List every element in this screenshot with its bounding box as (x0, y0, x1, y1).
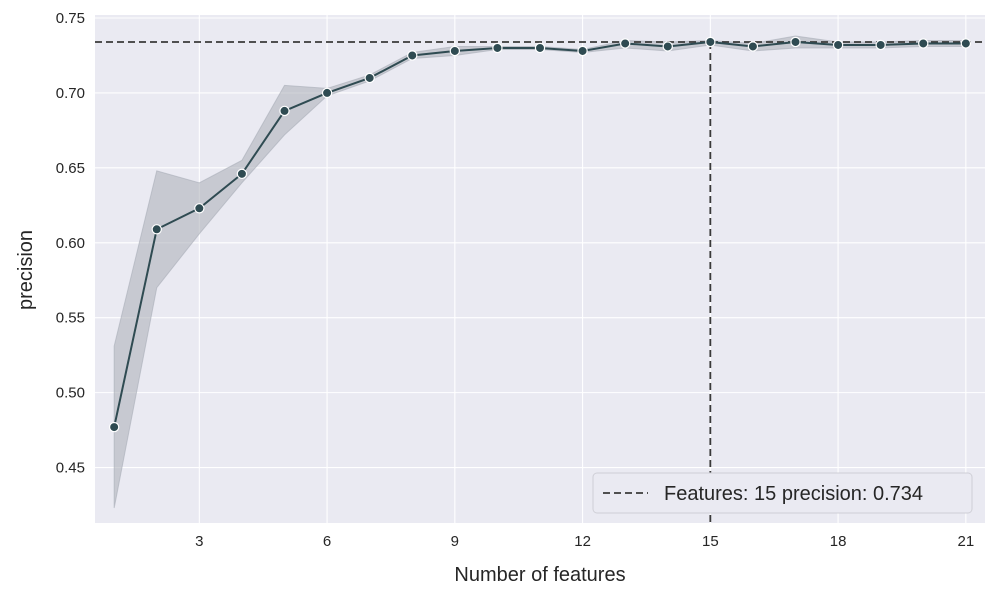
data-point (534, 42, 546, 54)
data-point (790, 36, 801, 48)
legend-box (592, 472, 973, 514)
data-point (236, 168, 248, 180)
data-point (321, 87, 333, 99)
data-point (108, 421, 120, 433)
data-point (662, 41, 673, 52)
data-point (577, 45, 588, 57)
x-tick-label: 12 (574, 533, 591, 550)
legend-label: Features: 15 precision: 0.734 (664, 483, 923, 505)
data-point (832, 39, 844, 51)
x-axis-label: Number of features (454, 564, 625, 586)
data-point (279, 105, 290, 117)
x-tick-label: 6 (323, 533, 331, 550)
data-point (747, 41, 759, 52)
y-tick-label: 0.75 (56, 10, 85, 27)
data-point (364, 72, 375, 84)
x-tick-labels: 3 6 9 12 15 18 21 (195, 533, 974, 550)
y-tick-label: 0.65 (56, 160, 85, 177)
data-point (492, 42, 503, 54)
data-point (960, 38, 972, 49)
data-point (407, 50, 418, 61)
x-tick-label: 21 (957, 533, 974, 550)
y-axis-label: precision (15, 230, 37, 310)
data-point (194, 203, 205, 214)
x-tick-label: 3 (195, 533, 203, 550)
y-tick-label: 0.45 (56, 460, 85, 477)
precision-series (108, 36, 972, 433)
legend: Features: 15 precision: 0.734 (592, 472, 973, 514)
y-tick-label: 0.60 (56, 235, 85, 252)
data-point (918, 38, 929, 49)
data-point (449, 45, 461, 57)
y-tick-labels: 0.45 0.50 0.55 0.60 0.65 0.70 0.75 (56, 10, 85, 477)
data-point (875, 39, 886, 51)
y-tick-label: 0.70 (56, 85, 85, 102)
data-point (619, 38, 631, 49)
x-tick-label: 9 (451, 533, 459, 550)
x-tick-label: 15 (702, 533, 719, 550)
y-tick-label: 0.50 (56, 385, 85, 402)
data-point (151, 224, 162, 235)
plot-area (95, 15, 985, 523)
x-tick-label: 18 (830, 533, 847, 550)
y-tick-label: 0.55 (56, 310, 85, 327)
data-point (705, 36, 716, 48)
